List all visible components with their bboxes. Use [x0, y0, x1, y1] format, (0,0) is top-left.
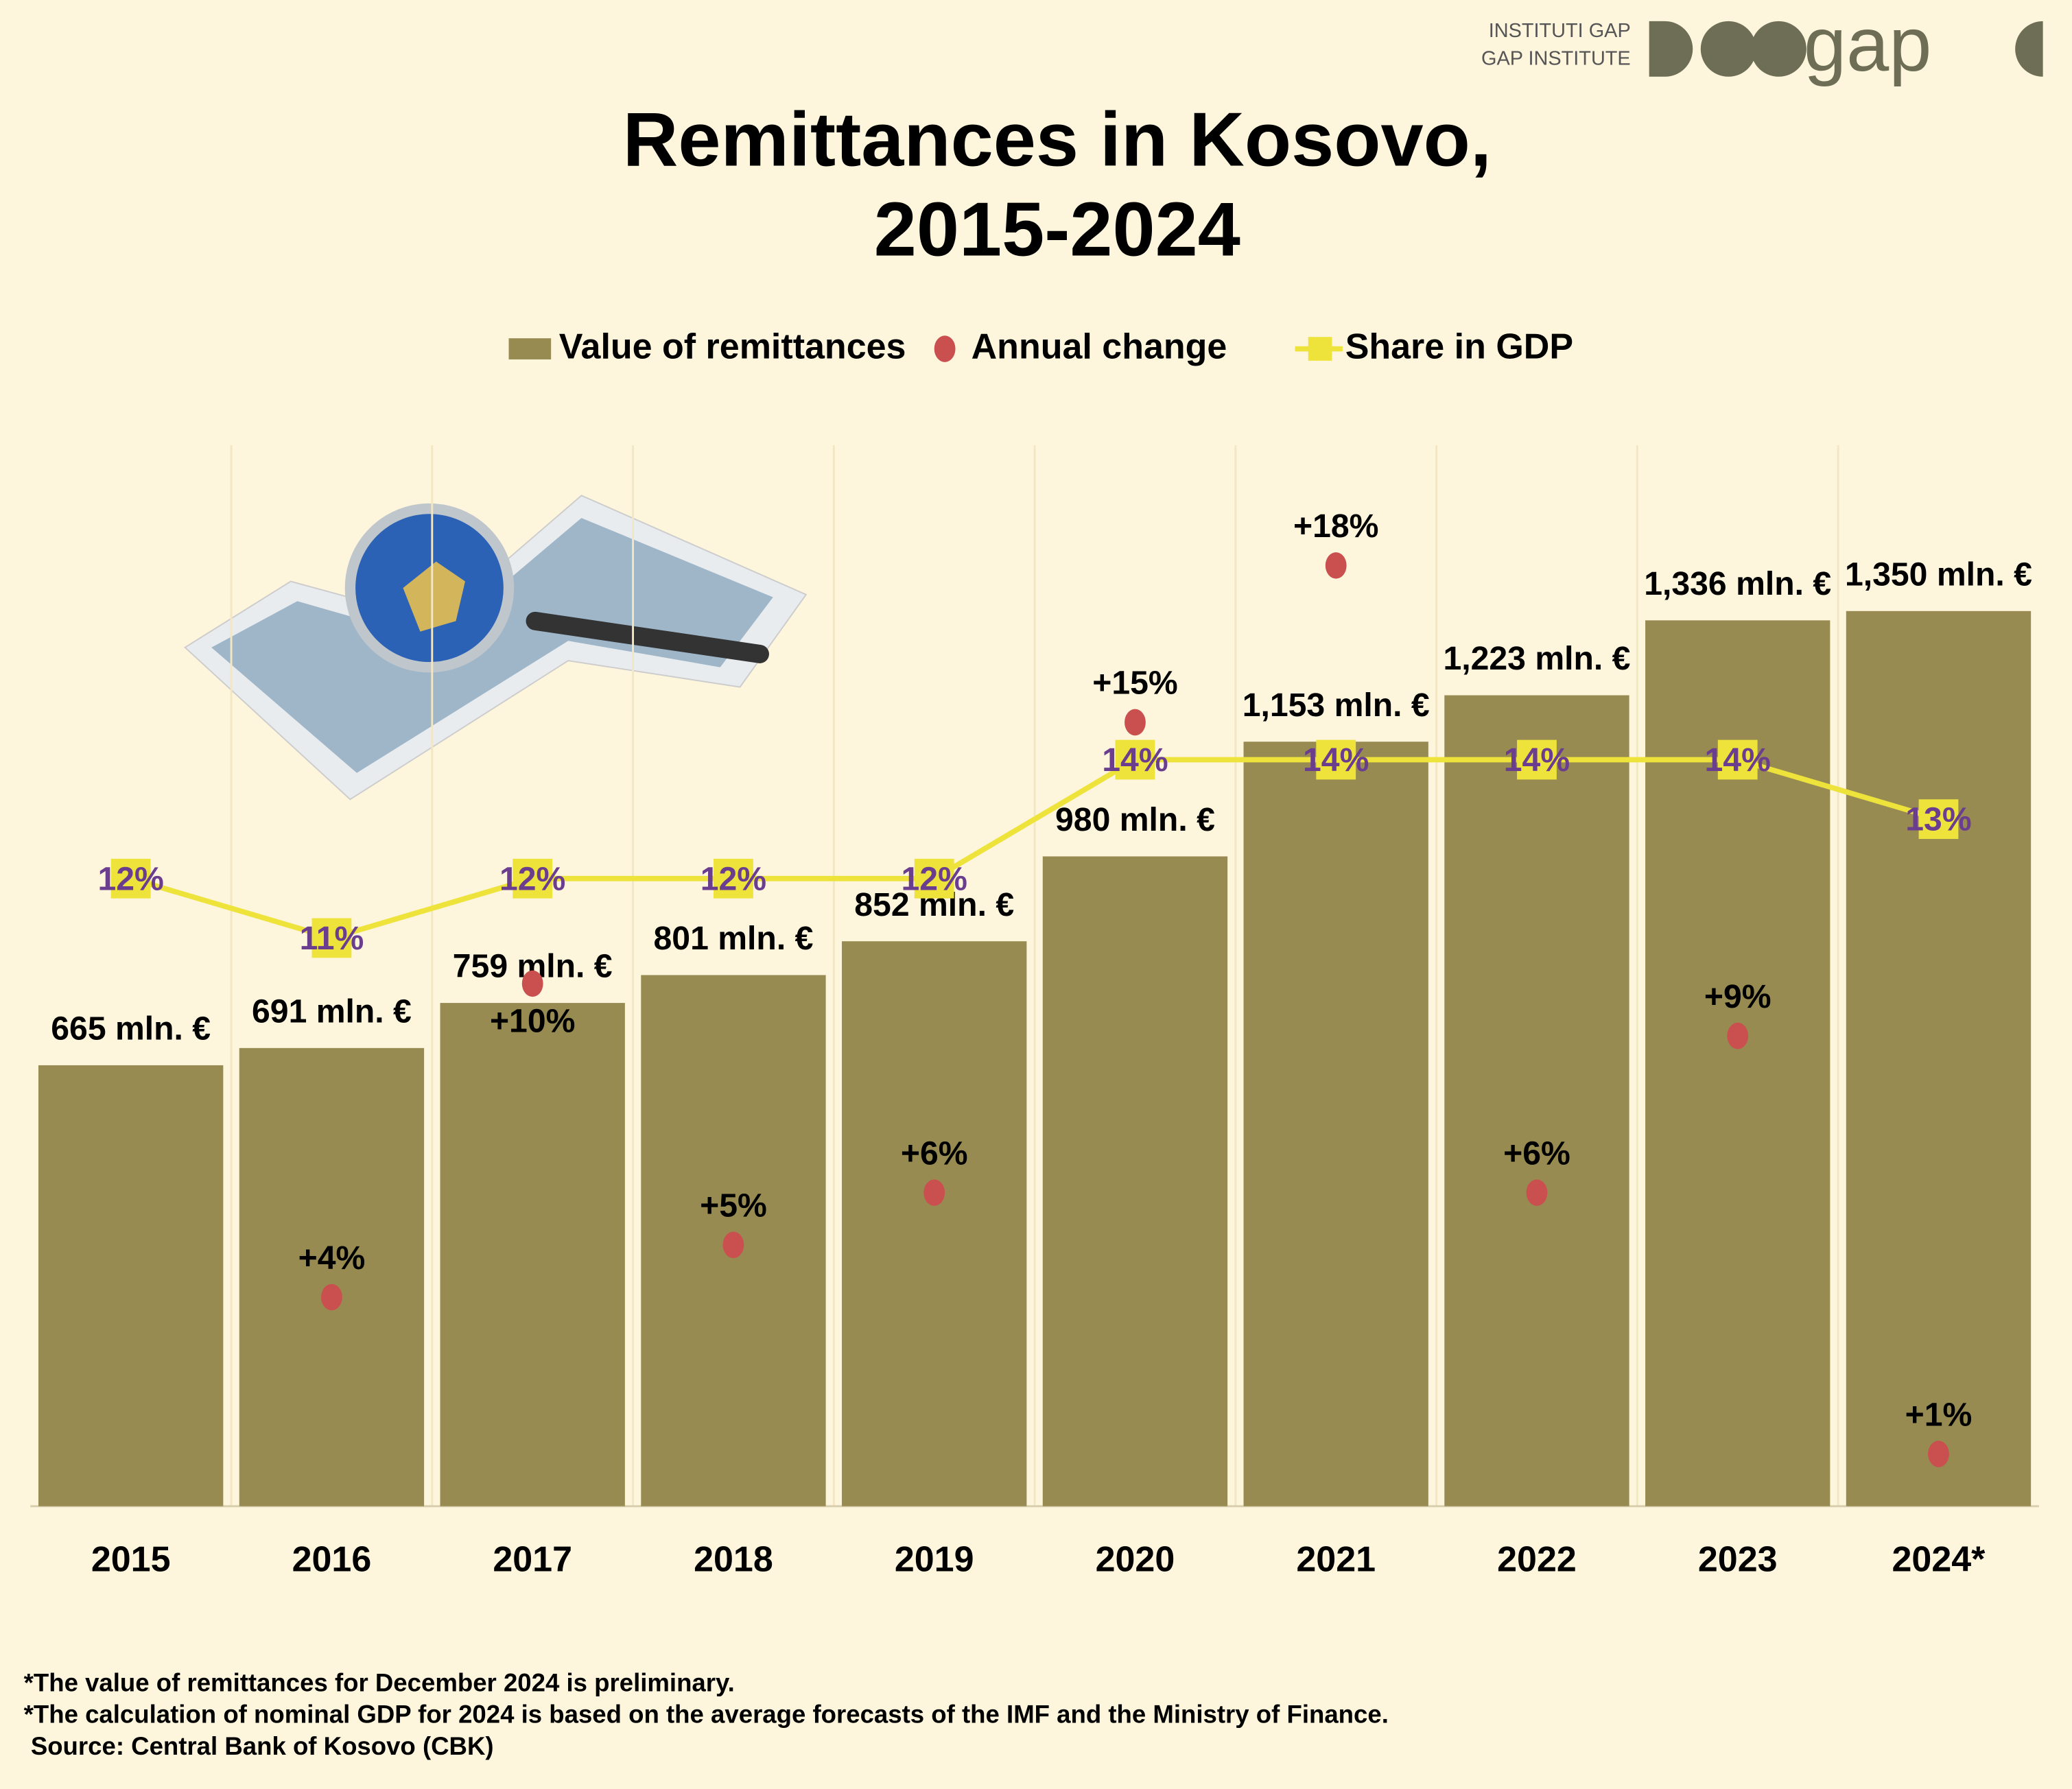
share-label: 14%: [1705, 742, 1771, 779]
bar-value-label: 801 mln. €: [654, 920, 814, 957]
bar-value-label: 1,336 mln. €: [1644, 565, 1831, 602]
share-marker: [714, 858, 753, 899]
bar-value-label: 665 mln. €: [51, 1010, 211, 1047]
change-dot: [1928, 1441, 1949, 1467]
share-label: 13%: [1905, 801, 1971, 838]
share-marker: [1517, 739, 1557, 780]
share-marker: [1918, 799, 1959, 840]
change-dot: [521, 970, 543, 997]
logo-shapes: [1649, 21, 2043, 77]
org-name: INSTITUTI GAP: [1489, 20, 1631, 42]
change-label: +9%: [1704, 978, 1771, 1015]
change-dot: [1125, 709, 1146, 736]
x-tick-label: 2017: [493, 1539, 572, 1579]
legend-label: Value of remittances: [559, 327, 906, 366]
share-marker: [513, 858, 553, 899]
change-label: +4%: [298, 1240, 366, 1277]
change-dot: [321, 1283, 342, 1311]
share-marker: [1316, 739, 1356, 780]
change-dot: [1526, 1179, 1548, 1206]
x-tick-label: 2022: [1497, 1539, 1577, 1579]
change-label: +10%: [490, 1002, 575, 1039]
change-label: +5%: [700, 1187, 767, 1224]
share-label: 12%: [499, 860, 565, 897]
x-tick-label: 2023: [1698, 1539, 1778, 1579]
bar: [1243, 742, 1428, 1506]
x-tick-label: 2016: [292, 1539, 372, 1579]
change-label: +6%: [901, 1135, 968, 1172]
change-dot: [1325, 552, 1347, 579]
footnote: *The value of remittances for December 2…: [24, 1668, 735, 1696]
x-tick-label: 2020: [1096, 1539, 1175, 1579]
bar-value-label: 1,350 mln. €: [1845, 556, 2032, 593]
logo-text: gap: [1804, 1, 1931, 87]
change-dot: [722, 1231, 744, 1259]
legend-swatch: [1308, 337, 1332, 361]
change-label: +15%: [1092, 665, 1177, 702]
share-label: 12%: [902, 860, 967, 897]
share-label: 14%: [1504, 742, 1570, 779]
bar-value-label: 691 mln. €: [252, 993, 412, 1030]
share-line: [130, 757, 1940, 941]
x-tick-label: 2021: [1296, 1539, 1376, 1579]
change-label: +6%: [1503, 1135, 1570, 1172]
source: Source: Central Bank of Kosovo (CBK): [24, 1732, 494, 1760]
legend-label: Annual change: [972, 327, 1227, 366]
x-tick-label: 2019: [895, 1539, 974, 1579]
change-dot: [1727, 1022, 1749, 1050]
chart-title: 2015-2024: [874, 186, 1240, 272]
bar-value-label: 1,223 mln. €: [1443, 640, 1630, 677]
share-marker: [1717, 739, 1758, 780]
chart-title: Remittances in Kosovo,: [623, 96, 1492, 182]
share-label: 14%: [1102, 742, 1168, 779]
bar: [239, 1047, 425, 1506]
change-dot: [923, 1179, 945, 1206]
bar: [1846, 611, 2032, 1506]
bar: [38, 1065, 224, 1506]
x-tick-label: 2018: [694, 1539, 773, 1579]
org-name: GAP INSTITUTE: [1481, 47, 1631, 69]
legend-label: Share in GDP: [1345, 327, 1573, 366]
bar: [440, 1003, 625, 1506]
share-label: 12%: [701, 860, 766, 897]
change-label: +1%: [1905, 1396, 1973, 1433]
bar-value-label: 980 mln. €: [1055, 801, 1215, 838]
footnote: *The calculation of nominal GDP for 2024…: [24, 1701, 1389, 1729]
bar: [842, 941, 1027, 1506]
x-tick-label: 2015: [91, 1539, 171, 1579]
share-marker: [1115, 739, 1155, 780]
x-tick-label: 2024*: [1892, 1539, 1986, 1579]
share-marker: [110, 858, 151, 899]
bar: [1444, 695, 1629, 1506]
bar-value-label: 1,153 mln. €: [1243, 687, 1430, 724]
change-label: +18%: [1293, 508, 1378, 545]
share-marker: [914, 858, 954, 899]
share-label: 14%: [1303, 742, 1369, 779]
legend-swatch: [508, 338, 552, 359]
bar: [1042, 856, 1228, 1506]
share-label: 12%: [97, 860, 163, 897]
legend-swatch: [934, 335, 956, 362]
share-marker: [311, 918, 352, 958]
share-label: 11%: [300, 920, 364, 957]
